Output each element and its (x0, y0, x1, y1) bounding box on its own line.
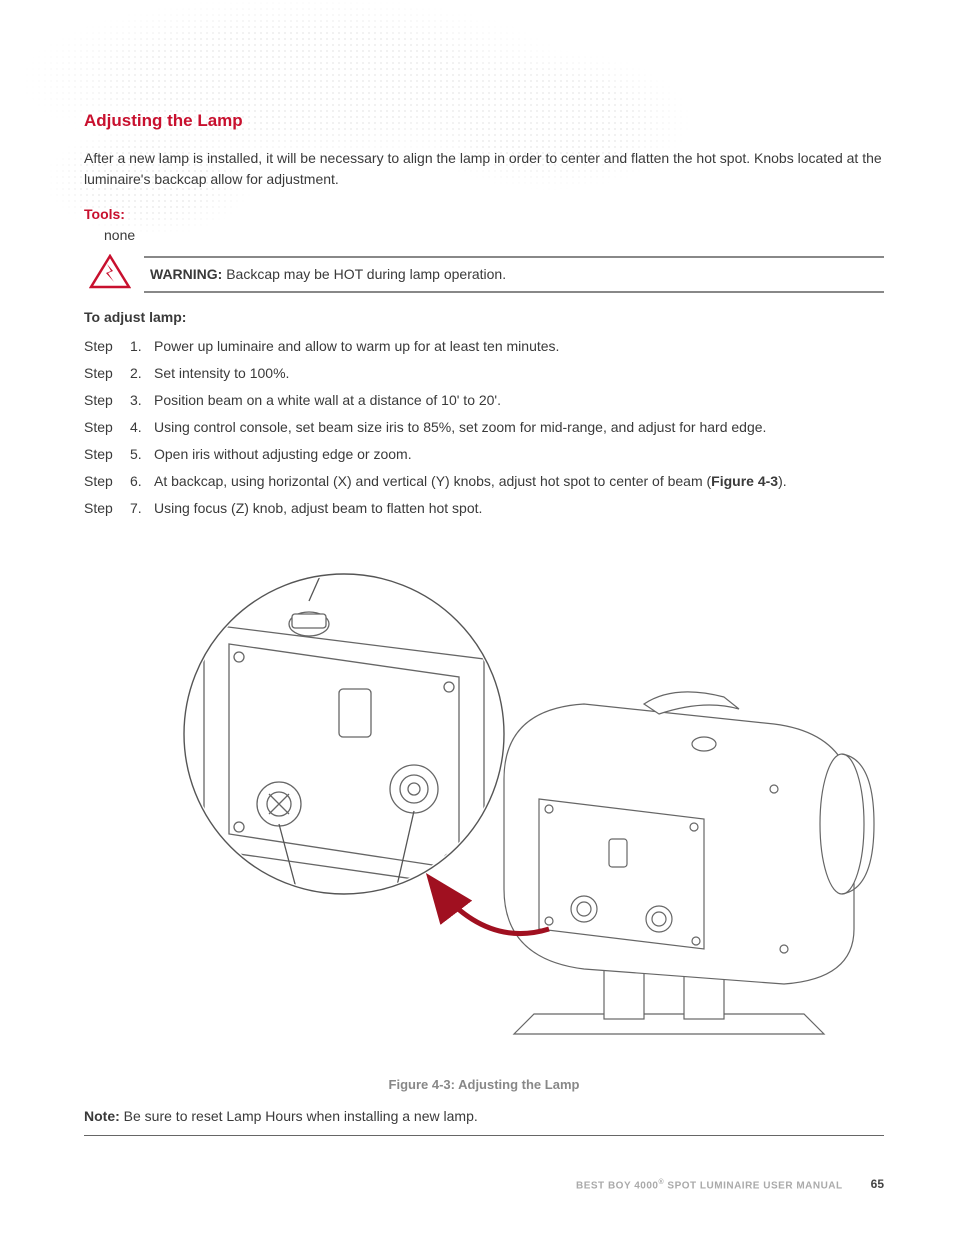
note-label: Note: (84, 1108, 120, 1124)
step-text: Power up luminaire and allow to warm up … (154, 336, 884, 357)
step-row: Step1.Power up luminaire and allow to wa… (84, 336, 884, 357)
intro-paragraph: After a new lamp is installed, it will b… (84, 148, 884, 190)
step-prefix: Step (84, 363, 130, 384)
note-text: Be sure to reset Lamp Hours when install… (120, 1108, 478, 1124)
step-text: Using focus (Z) knob, adjust beam to fla… (154, 498, 884, 519)
steps-list: Step1.Power up luminaire and allow to wa… (84, 336, 884, 519)
figure-caption: Figure 4-3: Adjusting the Lamp (84, 1075, 884, 1095)
tools-block: Tools: none (84, 204, 884, 246)
step-row: Step4.Using control console, set beam si… (84, 417, 884, 438)
step-number: 6. (130, 471, 154, 492)
warning-label: WARNING: (150, 266, 222, 282)
step-number: 7. (130, 498, 154, 519)
step-number: 3. (130, 390, 154, 411)
warning-text: Backcap may be HOT during lamp operation… (222, 266, 506, 282)
warning-icon (89, 254, 131, 296)
step-row: Step2.Set intensity to 100%. (84, 363, 884, 384)
step-prefix: Step (84, 390, 130, 411)
step-text: Set intensity to 100%. (154, 363, 884, 384)
step-prefix: Step (84, 336, 130, 357)
page-footer: BEST BOY 4000® SPOT LUMINAIRE USER MANUA… (84, 1175, 884, 1193)
tools-value: none (104, 225, 884, 246)
figure-diagram (84, 529, 884, 1069)
section-heading: Adjusting the Lamp (84, 108, 884, 134)
warning-box: WARNING: Backcap may be HOT during lamp … (144, 256, 884, 293)
step-row: Step5.Open iris without adjusting edge o… (84, 444, 884, 465)
step-number: 1. (130, 336, 154, 357)
step-prefix: Step (84, 471, 130, 492)
step-number: 4. (130, 417, 154, 438)
step-prefix: Step (84, 417, 130, 438)
step-text: Position beam on a white wall at a dista… (154, 390, 884, 411)
footer-page-number: 65 (871, 1175, 884, 1193)
step-row: Step3.Position beam on a white wall at a… (84, 390, 884, 411)
step-row: Step7.Using focus (Z) knob, adjust beam … (84, 498, 884, 519)
step-row: Step6.At backcap, using horizontal (X) a… (84, 471, 884, 492)
step-text: Using control console, set beam size iri… (154, 417, 884, 438)
page-content: Adjusting the Lamp After a new lamp is i… (84, 108, 884, 1136)
step-number: 5. (130, 444, 154, 465)
step-prefix: Step (84, 498, 130, 519)
step-text: Open iris without adjusting edge or zoom… (154, 444, 884, 465)
step-prefix: Step (84, 444, 130, 465)
footer-manual-title: BEST BOY 4000® SPOT LUMINAIRE USER MANUA… (576, 1178, 843, 1193)
note-row: Note: Be sure to reset Lamp Hours when i… (84, 1106, 884, 1136)
step-number: 2. (130, 363, 154, 384)
tools-label: Tools: (84, 206, 125, 222)
step-text: At backcap, using horizontal (X) and ver… (154, 471, 884, 492)
procedure-heading: To adjust lamp: (84, 307, 884, 328)
